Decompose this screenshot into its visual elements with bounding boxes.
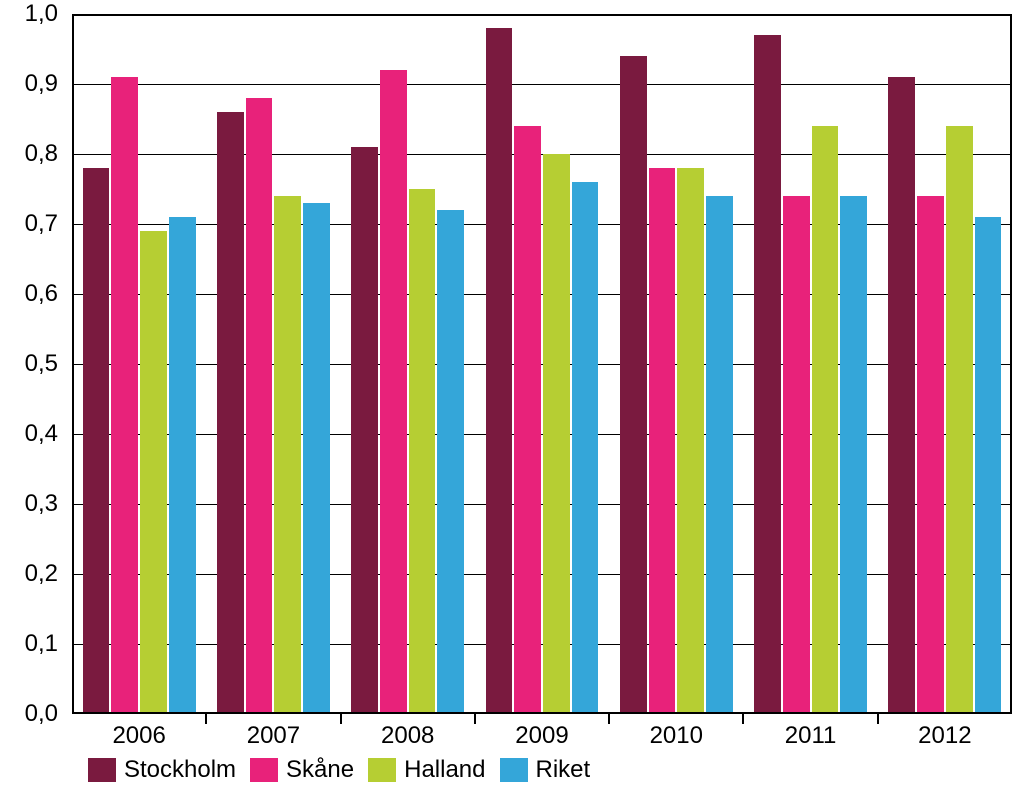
- x-tick-label: 2012: [918, 722, 971, 750]
- bar-halland: [677, 168, 704, 714]
- y-gridline: [72, 644, 1012, 645]
- bar-skåne: [649, 168, 676, 714]
- bar-stockholm: [888, 77, 915, 714]
- legend-label: Halland: [404, 756, 485, 784]
- x-tick-label: 2006: [112, 722, 165, 750]
- x-tick-mark: [742, 714, 744, 724]
- y-tick-label: 0,1: [0, 630, 58, 658]
- bar-riket: [975, 217, 1002, 714]
- x-tick-label: 2010: [650, 722, 703, 750]
- x-tick-mark: [474, 714, 476, 724]
- x-tick-label: 2011: [785, 722, 837, 750]
- bar-stockholm: [754, 35, 781, 714]
- bar-halland: [543, 154, 570, 714]
- y-gridline: [72, 224, 1012, 225]
- legend-swatch: [500, 758, 528, 782]
- y-tick-label: 0,9: [0, 70, 58, 98]
- bar-skåne: [917, 196, 944, 714]
- legend-swatch: [88, 758, 116, 782]
- legend: Stockholm Skåne Halland Riket: [88, 756, 590, 784]
- legend-label: Skåne: [286, 756, 354, 784]
- legend-label: Stockholm: [124, 756, 236, 784]
- y-tick-label: 0,3: [0, 490, 58, 518]
- bar-halland: [274, 196, 301, 714]
- legend-swatch: [368, 758, 396, 782]
- x-tick-label: 2008: [381, 722, 434, 750]
- bar-halland: [946, 126, 973, 714]
- y-gridline: [72, 154, 1012, 155]
- bar-stockholm: [620, 56, 647, 714]
- bar-skåne: [380, 70, 407, 714]
- x-tick-mark: [340, 714, 342, 724]
- x-tick-mark: [205, 714, 207, 724]
- bar-riket: [572, 182, 599, 714]
- bar-riket: [303, 203, 330, 714]
- legend-item-halland: Halland: [368, 756, 485, 784]
- bar-riket: [706, 196, 733, 714]
- y-tick-label: 0,8: [0, 140, 58, 168]
- bar-halland: [140, 231, 167, 714]
- y-gridline: [72, 434, 1012, 435]
- x-tick-label: 2007: [247, 722, 300, 750]
- y-tick-label: 0,4: [0, 420, 58, 448]
- bar-halland: [812, 126, 839, 714]
- bar-stockholm: [351, 147, 378, 714]
- y-gridline: [72, 294, 1012, 295]
- y-gridline: [72, 84, 1012, 85]
- y-gridline: [72, 504, 1012, 505]
- bar-stockholm: [486, 28, 513, 714]
- bar-stockholm: [217, 112, 244, 714]
- bar-chart: Stockholm Skåne Halland Riket 0,0 0,1 0,2 0,3 0…: [0, 0, 1023, 798]
- x-tick-mark: [608, 714, 610, 724]
- y-gridline: [72, 364, 1012, 365]
- x-tick-label: 2009: [515, 722, 568, 750]
- bar-riket: [169, 217, 196, 714]
- legend-swatch: [250, 758, 278, 782]
- bar-stockholm: [83, 168, 110, 714]
- bar-riket: [840, 196, 867, 714]
- legend-label: Riket: [536, 756, 591, 784]
- legend-item-riket: Riket: [500, 756, 591, 784]
- y-gridline: [72, 574, 1012, 575]
- y-tick-label: 0,7: [0, 210, 58, 238]
- y-tick-label: 0,0: [0, 700, 58, 728]
- y-tick-label: 0,5: [0, 350, 58, 378]
- bar-skåne: [246, 98, 273, 714]
- plot-area: [72, 14, 1012, 714]
- x-tick-mark: [877, 714, 879, 724]
- bar-skåne: [514, 126, 541, 714]
- legend-item-skåne: Skåne: [250, 756, 354, 784]
- y-tick-label: 0,6: [0, 280, 58, 308]
- legend-item-stockholm: Stockholm: [88, 756, 236, 784]
- bar-halland: [409, 189, 436, 714]
- y-tick-label: 0,2: [0, 560, 58, 588]
- bar-skåne: [783, 196, 810, 714]
- y-tick-label: 1,0: [0, 0, 58, 28]
- bar-riket: [437, 210, 464, 714]
- bar-skåne: [111, 77, 138, 714]
